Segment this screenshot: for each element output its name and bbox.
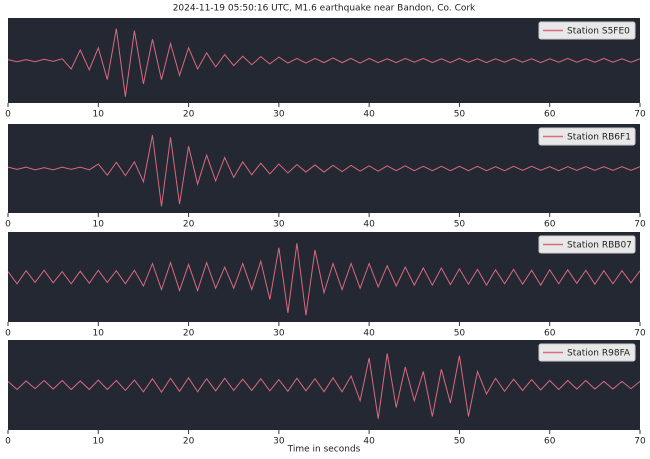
x-tick-label: 0 [5, 110, 11, 120]
legend-box [538, 21, 636, 40]
legend: Station S5FE0 [538, 21, 636, 40]
x-tick-label: 70 [634, 329, 646, 339]
legend-label: Station RB6F1 [567, 133, 631, 143]
x-tick-label: 0 [5, 220, 11, 230]
x-tick-label: 20 [183, 220, 195, 230]
x-tick-label: 70 [634, 437, 646, 447]
legend: Station RBB07 [538, 235, 636, 254]
x-tick-label: 0 [5, 329, 11, 339]
x-tick-label: 10 [93, 110, 105, 120]
x-tick-label: 30 [273, 437, 285, 447]
x-tick-label: 20 [183, 110, 195, 120]
x-tick-label: 50 [454, 220, 466, 230]
x-tick-label: 60 [544, 220, 556, 230]
x-tick-label: 40 [363, 329, 375, 339]
x-tick-label: 70 [634, 110, 646, 120]
chart-title: 2024-11-19 05:50:16 UTC, M1.6 earthquake… [173, 4, 476, 14]
x-tick-label: 50 [454, 110, 466, 120]
x-tick-label: 30 [273, 220, 285, 230]
x-tick-label: 40 [363, 220, 375, 230]
legend-label: Station S5FE0 [567, 27, 630, 37]
x-tick-label: 10 [93, 329, 105, 339]
x-tick-label: 30 [273, 110, 285, 120]
legend-label: Station R98FA [567, 349, 631, 359]
legend-box [538, 343, 636, 362]
legend: Station RB6F1 [538, 127, 636, 146]
x-tick-label: 20 [183, 437, 195, 447]
x-tick-label: 60 [544, 329, 556, 339]
x-tick-label: 0 [5, 437, 11, 447]
x-tick-label: 40 [363, 110, 375, 120]
x-tick-label: 50 [454, 437, 466, 447]
waveform [7, 353, 641, 419]
plot-area [8, 232, 640, 322]
x-tick-label: 70 [634, 220, 646, 230]
x-tick-label: 60 [544, 437, 556, 447]
legend-label: Station RBB07 [567, 241, 632, 251]
x-tick-label: 50 [454, 329, 466, 339]
legend: Station R98FA [538, 343, 636, 362]
plot-area [8, 124, 640, 213]
x-tick-label: 40 [363, 437, 375, 447]
waveform [7, 243, 641, 316]
plot-area [8, 340, 640, 430]
x-tick-label: 10 [93, 437, 105, 447]
x-tick-label: 10 [93, 220, 105, 230]
waveform [7, 28, 641, 97]
x-axis-label: Time in seconds [287, 445, 361, 455]
x-tick-label: 20 [183, 329, 195, 339]
waveform [7, 135, 641, 207]
x-tick-label: 60 [544, 110, 556, 120]
legend-box [538, 127, 636, 146]
legend-box [538, 235, 636, 254]
x-tick-label: 30 [273, 329, 285, 339]
